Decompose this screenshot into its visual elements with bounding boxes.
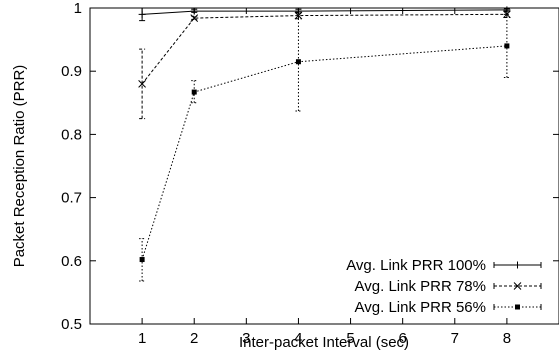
legend-marker [513, 282, 522, 290]
x-tick-label: 6 [398, 330, 406, 347]
data-point [138, 10, 146, 18]
legend-label: Avg. Link PRR 78% [355, 278, 486, 295]
error-bar [139, 48, 146, 120]
x-axis-title: Inter-packet Interval (sec) [239, 334, 409, 351]
series-3 [139, 10, 510, 282]
legend-cap [493, 262, 542, 268]
legend: Avg. Link PRR 100% Avg. Link PRR 78% Avg. … [346, 257, 542, 316]
data-point [190, 7, 198, 15]
y-tick-label: 0.5 [61, 316, 82, 333]
legend-marker [515, 304, 520, 310]
y-tick-label: 1 [74, 0, 82, 17]
y-axis-title: Packet Reception Ratio (PRR) [11, 65, 28, 268]
axis-ticks [90, 7, 559, 325]
series-line [141, 45, 507, 260]
x-tick-label: 3 [242, 330, 250, 347]
series-line [141, 13, 507, 85]
x-tick-label: 4 [294, 330, 302, 347]
plot-frame [89, 7, 559, 325]
data-point [191, 89, 197, 95]
series-line [142, 9, 507, 15]
legend-cap [493, 283, 542, 289]
data-point [504, 43, 510, 49]
data-point [139, 257, 145, 263]
x-tick-label: 2 [190, 330, 198, 347]
legend-cap [493, 304, 542, 310]
legend-label: Avg. Link PRR 56% [355, 299, 486, 316]
x-tick-label: 7 [451, 330, 459, 347]
data-point [190, 14, 199, 22]
data-point [138, 79, 146, 88]
y-tick-label: 0.9 [61, 63, 82, 80]
data-point [295, 59, 301, 65]
x-tick-label: 5 [346, 330, 354, 347]
series-layer [138, 6, 511, 282]
y-tick-label: 0.7 [61, 190, 82, 207]
axis-tick-labels: 1 2 3 4 5 6 7 8 0.5 0.6 0.7 0.8 0.9 1 [61, 0, 511, 347]
legend-marker [514, 261, 521, 269]
legend-label: Avg. Link PRR 100% [346, 257, 486, 274]
x-tick-label: 8 [503, 330, 511, 347]
x-tick-label: 1 [138, 330, 146, 347]
y-tick-label: 0.8 [61, 126, 82, 143]
y-tick-label: 0.6 [61, 253, 82, 270]
